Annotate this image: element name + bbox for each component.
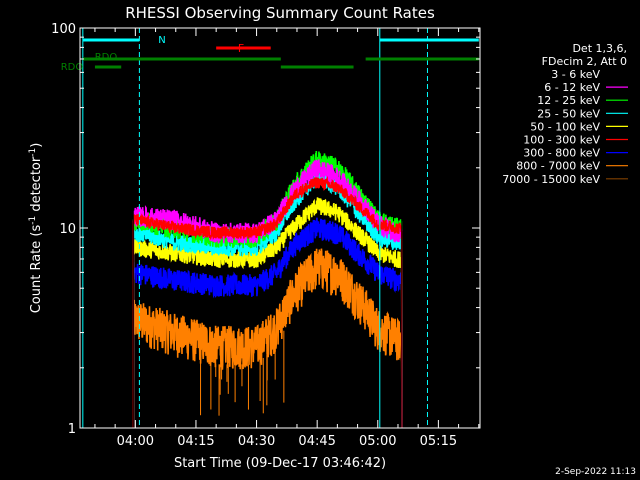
- x-tick-label: 04:15: [177, 434, 214, 449]
- x-tick-label: 05:15: [420, 434, 457, 449]
- series-line-3-6keV-kev: [132, 97, 403, 429]
- legend-label-100-300keV-kev: 100 - 300 keV: [523, 134, 600, 147]
- legend-label-800-7000keV-kev: 800 - 7000 keV: [516, 160, 600, 173]
- y-axis-label-exponent-2: -1: [28, 148, 38, 157]
- footer-timestamp: 2-Sep-2022 11:13: [555, 467, 636, 477]
- legend-header-line-2: FDecim 2, Att 0: [542, 55, 627, 68]
- y-tick-label: 100: [51, 22, 76, 37]
- y-axis-label-main: Count Rate (s: [29, 225, 44, 314]
- series-line-100-300keV-kev: [132, 175, 403, 429]
- x-tick-label: 04:00: [117, 434, 154, 449]
- y-axis-label-exponent-1: -1: [28, 216, 38, 225]
- y-axis-label: Count Rate (s-1 detector-1): [28, 143, 44, 314]
- legend-label-12-25keV-kev: 12 - 25 keV: [537, 94, 600, 107]
- plot-area: [132, 97, 403, 429]
- x-tick-label: 04:30: [238, 434, 275, 449]
- series-line-300-800keV-kev: [132, 217, 403, 429]
- legend-label-3-6keV-kev: 3 - 6 keV: [551, 68, 600, 81]
- legend-label-6-12keV-kev: 6 - 12 keV: [544, 81, 600, 94]
- legend-label-7000-15000keV-kev: 7000 - 15000 keV: [502, 173, 600, 186]
- x-tick-label: 04:45: [298, 434, 335, 449]
- flag-label-n: N: [158, 35, 165, 46]
- series-line-800-7000keV-kev: [132, 248, 403, 429]
- legend-label-50-100keV-kev: 50 - 100 keV: [530, 120, 600, 133]
- y-axis-label-end: ): [29, 143, 44, 148]
- flag-label-rdo: RDO: [61, 62, 84, 73]
- legend-label-25-50keV-kev: 25 - 50 keV: [537, 107, 600, 120]
- flag-label-f: F: [238, 42, 244, 55]
- chart-title: RHESSI Observing Summary Count Rates: [125, 4, 435, 22]
- observing-flags: N F RDO RDO: [61, 28, 479, 428]
- axis-ticks: 04:00 04:15 04:30 04:45 05:00 05:15 1 10 100: [51, 22, 480, 449]
- legend-header-line-1: Det 1,3,6,: [572, 42, 627, 55]
- y-tick-label: 1: [68, 422, 76, 437]
- x-axis-label: Start Time (09-Dec-17 03:46:42): [174, 456, 386, 471]
- flag-label-rdo: RDO: [95, 52, 118, 63]
- legend-label-300-800keV-kev: 300 - 800 keV: [523, 147, 600, 160]
- y-axis-label-middle: detector: [29, 156, 44, 216]
- x-tick-label: 05:00: [359, 434, 396, 449]
- y-tick-label: 10: [59, 222, 76, 237]
